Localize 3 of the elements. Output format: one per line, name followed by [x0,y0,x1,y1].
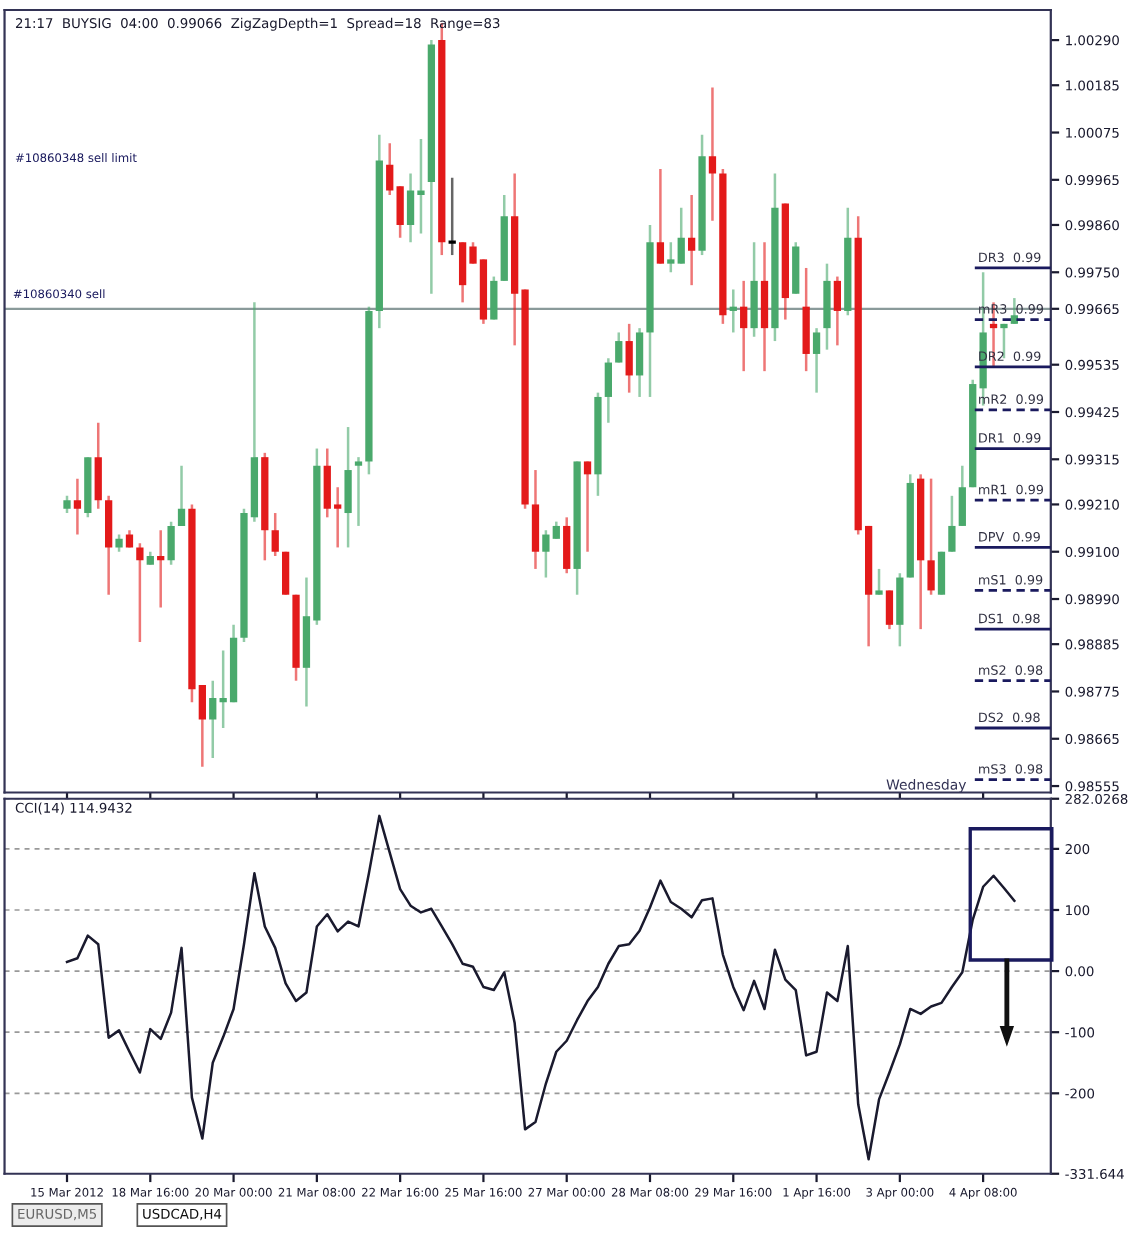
candlestick [281,550,290,596]
candlestick [937,550,946,596]
line-series [65,814,1016,1161]
